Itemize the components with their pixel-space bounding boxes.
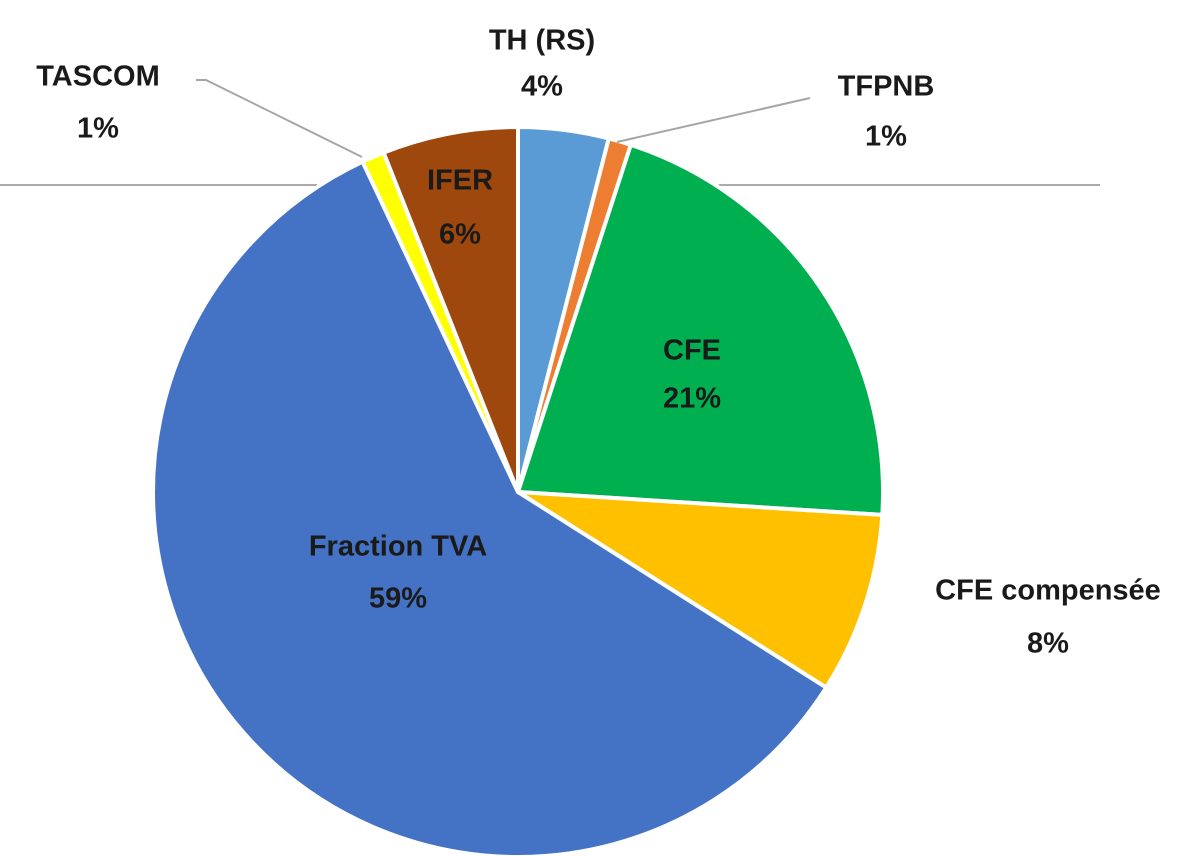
slice-value: 4% <box>521 71 563 103</box>
leader-line <box>196 79 363 158</box>
slice-name: TASCOM <box>36 61 160 93</box>
slice-name: CFE compensée <box>935 575 1161 607</box>
slice-name: CFE <box>663 335 721 367</box>
slice-name: TFPNB <box>838 71 935 103</box>
pie-slice <box>381 125 520 494</box>
pie <box>151 125 885 856</box>
slice-value: 1% <box>865 121 907 153</box>
labels: TH (RS) 4% TFPNB 1% CFE 21% CFE compensée 8% Fra… <box>36 25 1161 660</box>
slice-name: Fraction TVA <box>309 531 487 563</box>
leader-line <box>616 97 811 143</box>
slice-value: 59% <box>369 583 427 615</box>
slice-value: 8% <box>1027 628 1069 660</box>
pie-slice <box>516 142 885 517</box>
pie-slice <box>516 490 885 690</box>
slice-value: 1% <box>77 113 119 145</box>
slice-value: 21% <box>663 383 721 415</box>
slice-value: 6% <box>439 219 481 251</box>
pie-slice <box>151 159 829 856</box>
slice-name: TH (RS) <box>489 25 595 57</box>
slice-name: IFER <box>427 165 493 197</box>
